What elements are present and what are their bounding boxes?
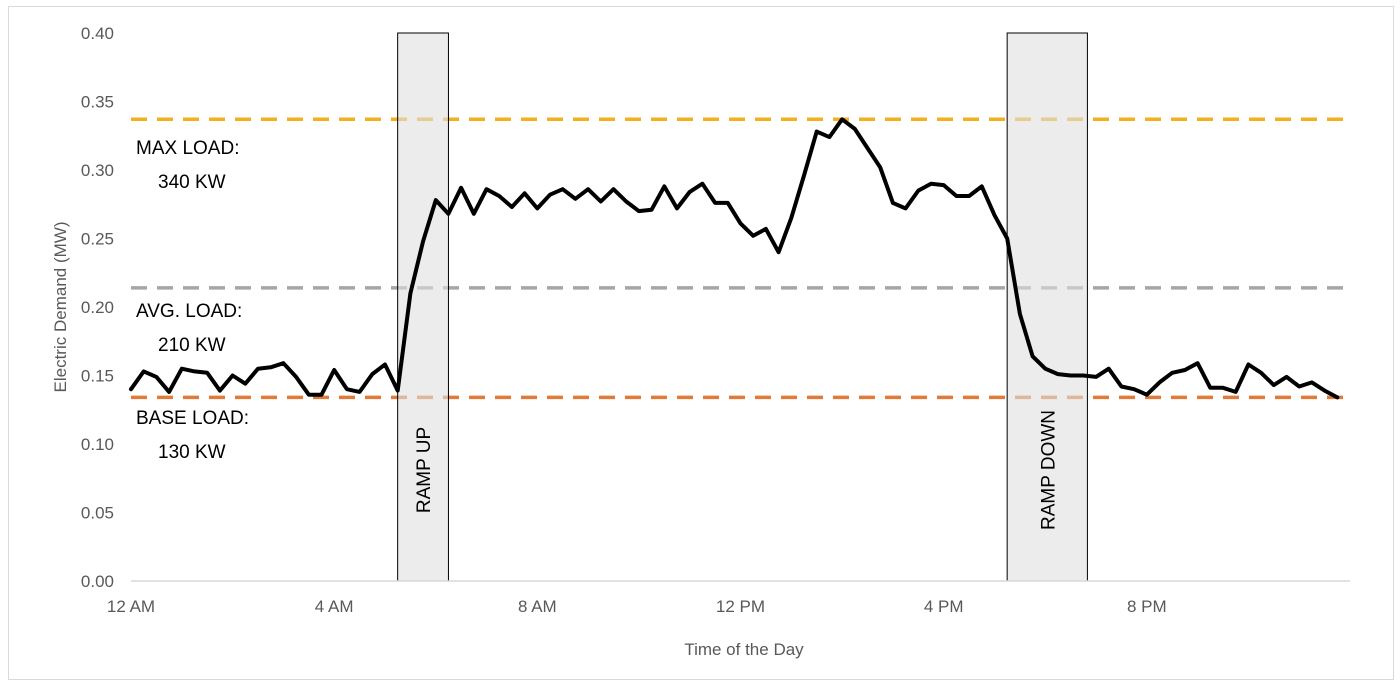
y-tick-label: 0.15 (81, 367, 114, 386)
x-tick-label: 8 PM (1127, 597, 1167, 616)
annotations: MAX LOAD: 340 KW AVG. LOAD: 210 KW BASE LOAD… (136, 138, 249, 463)
reference-lines (131, 117, 1350, 400)
shaded-region-1 (1006, 32, 1088, 582)
y-tick-label: 0.10 (81, 435, 114, 454)
y-axis-title: Electric Demand (MW) (51, 222, 70, 393)
y-tick-label: 0.35 (81, 93, 114, 112)
annotation-value-0: 340 KW (158, 172, 226, 193)
x-tick-label: 12 AM (107, 597, 155, 616)
annotation-title-1: AVG. LOAD: (136, 301, 242, 322)
y-tick-label: 0.20 (81, 298, 114, 317)
y-tick-label: 0.00 (81, 572, 114, 591)
y-tick-label: 0.25 (81, 230, 114, 249)
axes: 0.00 0.05 0.10 0.15 0.20 0.25 0.30 0.35 0.40 12 A… (81, 24, 1350, 616)
annotation-title-0: MAX LOAD: (136, 138, 239, 159)
x-tick-label: 12 PM (716, 597, 765, 616)
series-lines (129, 117, 1340, 400)
shaded-region-label-1: RAMP DOWN (1038, 410, 1059, 530)
y-tick-label: 0.05 (81, 504, 114, 523)
shaded-region-0 (397, 32, 449, 582)
y-tick-label: 0.40 (81, 24, 114, 43)
annotation-value-1: 210 KW (158, 335, 226, 356)
annotation-value-2: 130 KW (158, 442, 226, 463)
annotation-title-2: BASE LOAD: (136, 408, 249, 429)
x-tick-label: 4 AM (315, 597, 354, 616)
chart-frame (8, 6, 1394, 680)
y-tick-label: 0.30 (81, 161, 114, 180)
x-axis-title: Time of the Day (684, 640, 804, 659)
shaded-regions: RAMP UP RAMP DOWN (397, 32, 1088, 582)
x-tick-label: 4 PM (924, 597, 964, 616)
series-line-0 (129, 117, 1340, 400)
x-tick-label: 8 AM (518, 597, 557, 616)
shaded-region-label-0: RAMP UP (414, 427, 435, 513)
